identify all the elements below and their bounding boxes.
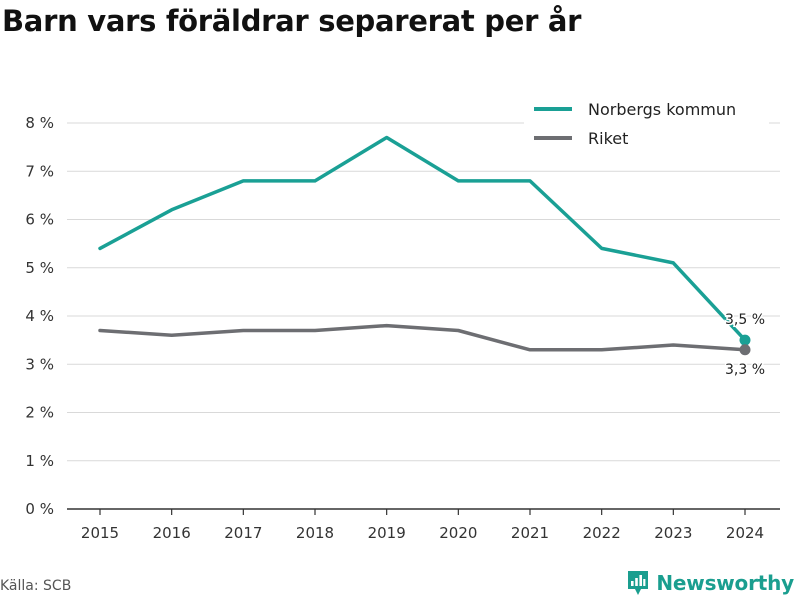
y-tick-label: 1 % <box>25 452 54 470</box>
newsworthy-logo-icon <box>628 571 649 595</box>
y-tick-label: 4 % <box>25 307 54 325</box>
x-tick-label: 2023 <box>654 524 692 542</box>
legend: Norbergs kommun Riket <box>524 94 769 156</box>
y-tick-label: 0 % <box>25 500 54 518</box>
brand-logo: Newsworthy <box>626 570 794 596</box>
series-end-label: 3,3 % <box>725 362 765 378</box>
series-lines <box>98 135 747 352</box>
source-note: Källa: SCB <box>0 578 72 594</box>
x-tick-label: 2021 <box>511 524 549 542</box>
x-tick-label: 2016 <box>153 524 191 542</box>
brand-name: Newsworthy <box>656 571 794 595</box>
x-tick-label: 2017 <box>224 524 262 542</box>
legend-label: Norbergs kommun <box>588 100 736 119</box>
data-labels: 3,5 % 3,3 % <box>723 311 766 380</box>
legend-label: Riket <box>588 129 628 148</box>
series-line <box>98 135 747 342</box>
y-axis: 0 % 1 % 2 % 3 % 4 % 5 % 6 % 7 % 8 % <box>25 114 54 518</box>
x-tick-label: 2022 <box>583 524 621 542</box>
x-tick-label: 2019 <box>368 524 406 542</box>
series-end-point <box>739 344 751 356</box>
end-points <box>739 334 751 356</box>
x-tick-label: 2015 <box>81 524 119 542</box>
legend-background <box>524 94 769 156</box>
x-tick-label: 2020 <box>439 524 477 542</box>
y-tick-label: 6 % <box>25 211 54 229</box>
y-tick-label: 5 % <box>25 259 54 277</box>
series-line <box>98 323 747 352</box>
x-tick-label: 2018 <box>296 524 334 542</box>
x-tick-label: 2024 <box>726 524 764 542</box>
series-end-label: 3,5 % <box>725 312 765 328</box>
y-tick-label: 3 % <box>25 355 54 373</box>
gridlines <box>67 122 780 462</box>
series-end-point <box>739 334 751 346</box>
y-tick-label: 8 % <box>25 114 54 132</box>
x-axis: 2015 2016 2017 2018 2019 2020 2021 2022 2023 2024 <box>67 508 780 542</box>
y-tick-label: 2 % <box>25 404 54 422</box>
y-tick-label: 7 % <box>25 162 54 180</box>
chart-title: Barn vars föräldrar separerat per år <box>2 4 582 38</box>
